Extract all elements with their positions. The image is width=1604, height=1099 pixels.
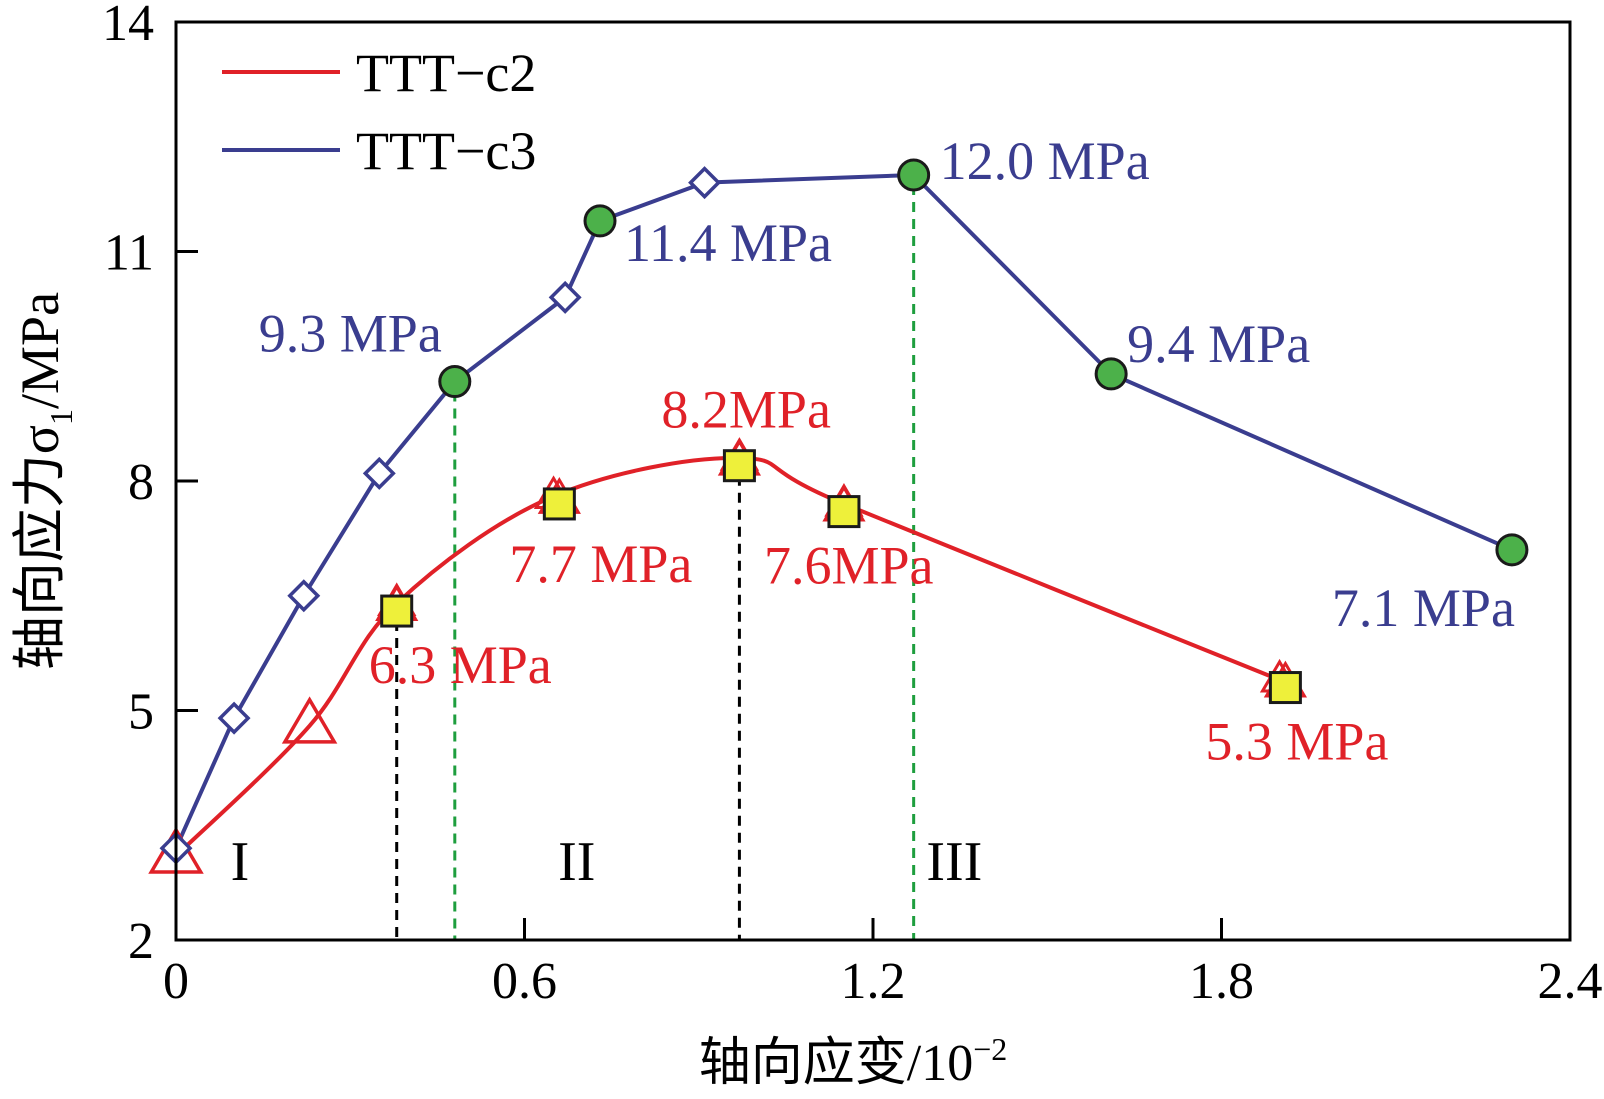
- highlight-circle-marker-6: [438, 365, 472, 399]
- point-label-5: 5.3 MPa: [1205, 712, 1388, 772]
- x-tick-label-4: 1.8: [1189, 953, 1254, 1010]
- series-line-1: [174, 456, 1281, 858]
- highlight-square-marker-3: [722, 449, 756, 483]
- y-tick-label-4: 11: [104, 225, 154, 282]
- stage-label-3: III: [926, 831, 982, 893]
- point-label-8: 12.0 MPa: [940, 131, 1150, 191]
- series-1-marker-2: [281, 696, 338, 744]
- legend: TTT−c2 TTT−c3: [222, 43, 536, 181]
- y-tick-label-5: 14: [102, 0, 154, 52]
- point-label-3: 8.2MPa: [661, 380, 831, 440]
- highlight-square-marker-4: [827, 495, 861, 529]
- series-2-marker-4: [362, 456, 396, 490]
- highlight-circle-marker-7: [583, 204, 617, 238]
- x-tick-label-5: 2.4: [1538, 953, 1603, 1010]
- point-labels: 6.3 MPa 7.7 MPa 8.2MPa 7.6MPa 5.3 MPa 9.3 MPa…: [259, 131, 1515, 772]
- stage-label-2: II: [558, 831, 595, 893]
- point-label-1: 6.3 MPa: [369, 635, 552, 695]
- highlight-markers: [375, 158, 1529, 705]
- stage-divider-lines: [395, 185, 916, 940]
- series-2-marker-3: [287, 579, 321, 613]
- x-tick-label-2: 0.6: [492, 953, 557, 1010]
- series-2-marker-8: [688, 166, 722, 200]
- series-2-marker-2: [217, 701, 251, 735]
- y-tick-label-3: 8: [128, 454, 154, 511]
- point-label-2: 7.7 MPa: [509, 534, 692, 594]
- point-label-10: 7.1 MPa: [1332, 578, 1515, 638]
- y-axis-label-subscript: 1: [43, 409, 79, 425]
- highlight-circle-marker-10: [1495, 533, 1529, 567]
- series-2-marker-6: [548, 280, 582, 314]
- highlight-square-marker-5: [1268, 671, 1302, 705]
- x-axis-label-exponent: −2: [973, 1031, 1007, 1067]
- legend-label-1: TTT−c2: [356, 43, 536, 103]
- y-tick-label-1: 2: [128, 913, 154, 970]
- point-label-9: 9.4 MPa: [1127, 314, 1310, 374]
- y-tick-label-2: 5: [128, 684, 154, 741]
- legend-label-2: TTT−c3: [356, 121, 536, 181]
- x-tick-label-1: 0: [163, 953, 189, 1010]
- highlight-square-marker-1: [380, 594, 414, 628]
- y-axis-label-unit: /MPa: [10, 292, 70, 409]
- highlight-square-marker-2: [542, 487, 576, 521]
- stage-label-1: I: [231, 831, 250, 893]
- point-label-6: 9.3 MPa: [259, 304, 442, 364]
- y-axis-label: 轴向应力σ1/MPa: [10, 292, 79, 670]
- highlight-circle-marker-8: [897, 158, 931, 192]
- point-label-7: 11.4 MPa: [624, 213, 832, 273]
- x-axis-label: 轴向应变/10−2: [699, 1031, 1008, 1092]
- highlight-circle-marker-9: [1094, 357, 1128, 391]
- point-label-4: 7.6MPa: [764, 536, 934, 596]
- x-tick-label-3: 1.2: [841, 953, 906, 1010]
